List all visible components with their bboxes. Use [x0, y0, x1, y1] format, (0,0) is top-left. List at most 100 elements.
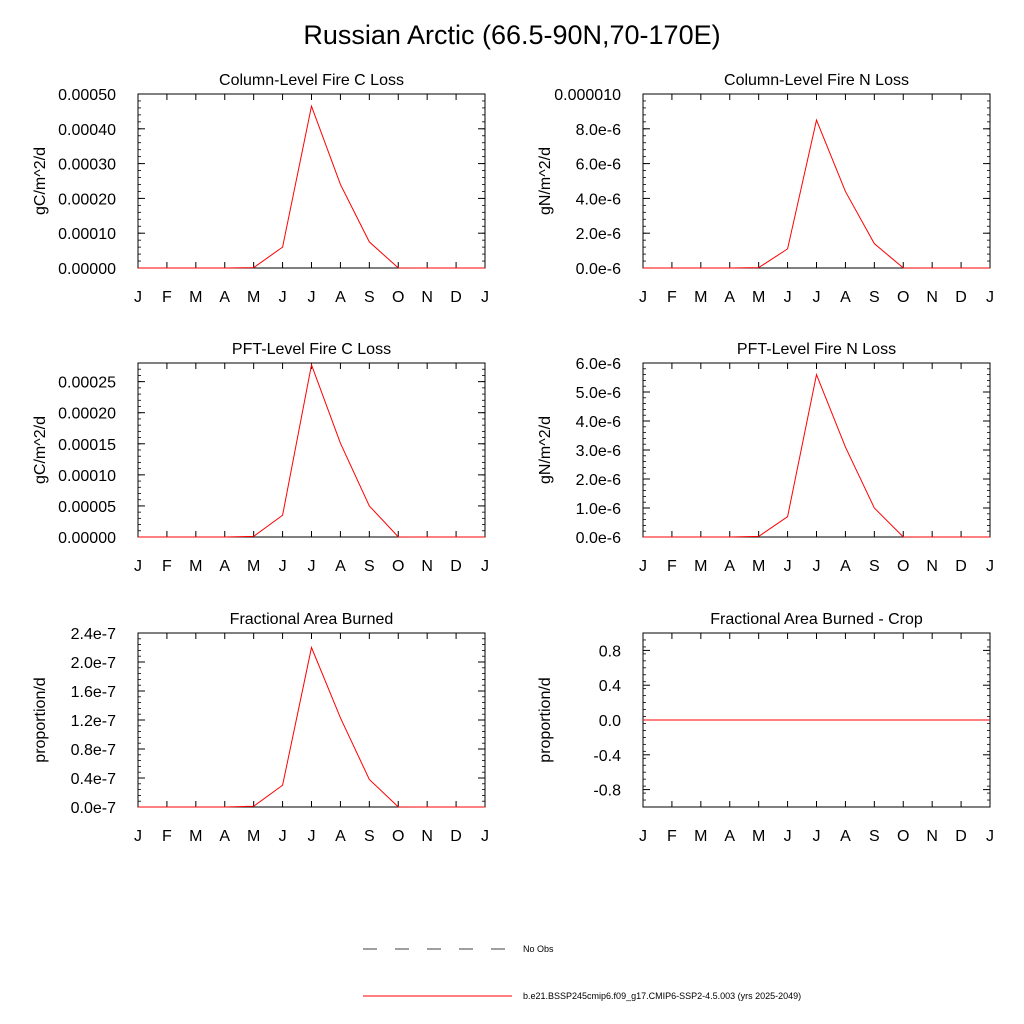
x-tick-label: O [897, 828, 909, 845]
x-tick-label: J [279, 828, 287, 845]
x-tick-label: N [926, 289, 938, 306]
x-tick-label: J [986, 828, 994, 845]
x-tick-label: J [813, 289, 821, 306]
y-tick-label: 8.0e-6 [576, 122, 621, 139]
x-tick-label: M [189, 558, 202, 575]
y-tick-label: 0.0e-7 [71, 800, 116, 817]
x-tick-label: J [308, 828, 316, 845]
x-tick-label: N [421, 828, 433, 845]
x-tick-label: S [364, 558, 375, 575]
y-axis-label: gN/m^2/d [537, 416, 554, 484]
panel-title: PFT-Level Fire C Loss [232, 341, 391, 358]
x-tick-label: S [869, 289, 880, 306]
x-tick-label: M [247, 828, 260, 845]
x-tick-label: J [784, 289, 792, 306]
series-line [138, 104, 485, 269]
x-tick-label: J [134, 558, 142, 575]
x-tick-label: J [308, 558, 316, 575]
y-tick-label: 0.8 [599, 643, 621, 660]
series-line [138, 363, 485, 538]
y-tick-label: 5.0e-6 [576, 385, 621, 402]
x-tick-label: A [840, 828, 851, 845]
y-tick-label: 2.4e-7 [71, 626, 116, 643]
x-tick-label: A [335, 289, 346, 306]
x-tick-label: D [450, 558, 462, 575]
x-tick-label: J [308, 289, 316, 306]
x-tick-label: N [421, 289, 433, 306]
x-tick-label: O [392, 828, 404, 845]
x-tick-label: A [219, 289, 230, 306]
x-tick-label: M [247, 289, 260, 306]
x-tick-label: J [481, 558, 489, 575]
y-axis-label: proportion/d [32, 677, 49, 762]
y-axis-label: proportion/d [537, 677, 554, 762]
x-tick-label: D [955, 289, 967, 306]
y-axis-label: gC/m^2/d [32, 416, 49, 484]
x-tick-label: J [279, 558, 287, 575]
x-tick-label: M [694, 828, 707, 845]
y-tick-label: 0.00050 [58, 87, 116, 104]
x-tick-label: M [247, 558, 260, 575]
y-tick-label: 3.0e-6 [576, 443, 621, 460]
x-tick-label: S [869, 828, 880, 845]
panel-title: Column-Level Fire C Loss [219, 72, 404, 89]
panel-title: Fractional Area Burned [230, 611, 394, 628]
x-tick-label: O [392, 558, 404, 575]
series-line [643, 118, 990, 269]
main-title: Russian Arctic (66.5-90N,70-170E) [303, 20, 721, 50]
x-tick-label: F [667, 289, 677, 306]
x-tick-label: D [955, 828, 967, 845]
x-tick-label: M [752, 289, 765, 306]
x-tick-label: F [162, 289, 172, 306]
x-tick-label: M [694, 289, 707, 306]
y-tick-label: 0.00010 [58, 468, 116, 485]
x-tick-label: M [752, 828, 765, 845]
y-tick-label: 4.0e-6 [576, 191, 621, 208]
x-tick-label: J [784, 828, 792, 845]
x-tick-label: A [724, 558, 735, 575]
legend-obs-label: No Obs [523, 944, 554, 954]
x-tick-label: A [840, 558, 851, 575]
y-tick-label: 0.000010 [554, 87, 621, 104]
x-tick-label: N [421, 558, 433, 575]
x-tick-label: S [364, 828, 375, 845]
x-tick-label: M [752, 558, 765, 575]
x-tick-label: J [481, 828, 489, 845]
y-tick-label: 0.0 [599, 713, 621, 730]
x-tick-label: A [219, 828, 230, 845]
y-tick-label: 0.00015 [58, 437, 116, 454]
x-tick-label: F [667, 558, 677, 575]
x-tick-label: J [986, 289, 994, 306]
x-tick-label: J [481, 289, 489, 306]
x-tick-label: J [639, 289, 647, 306]
x-tick-label: S [364, 289, 375, 306]
y-tick-label: 0.4e-7 [71, 771, 116, 788]
x-tick-label: F [162, 558, 172, 575]
x-tick-label: O [897, 558, 909, 575]
x-tick-label: A [335, 828, 346, 845]
y-tick-label: 0.0e-6 [576, 261, 621, 278]
y-tick-label: 6.0e-6 [576, 356, 621, 373]
series-line [643, 372, 990, 538]
y-tick-label: 0.00020 [58, 191, 116, 208]
x-tick-label: J [134, 828, 142, 845]
panel-title: Fractional Area Burned - Crop [710, 611, 923, 628]
x-tick-label: J [784, 558, 792, 575]
x-tick-label: F [667, 828, 677, 845]
y-tick-label: 0.00040 [58, 122, 116, 139]
chart-panel: Fractional Area Burned - Crop proportion/… [537, 611, 994, 845]
y-tick-label: 1.6e-7 [71, 684, 116, 701]
series-line [138, 645, 485, 808]
x-tick-label: J [986, 558, 994, 575]
x-tick-label: D [450, 828, 462, 845]
y-tick-label: -0.4 [593, 748, 621, 765]
x-tick-label: F [162, 828, 172, 845]
x-tick-label: J [279, 289, 287, 306]
x-tick-label: N [926, 828, 938, 845]
y-tick-label: 0.00000 [58, 261, 116, 278]
